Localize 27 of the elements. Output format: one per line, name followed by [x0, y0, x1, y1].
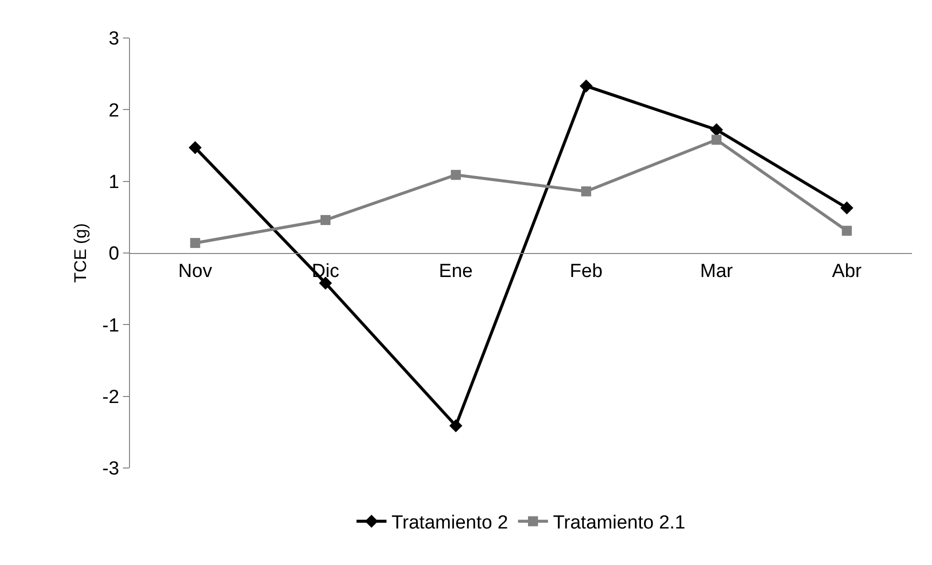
point — [581, 186, 592, 196]
y-tick-label: -3 — [102, 458, 120, 480]
point — [188, 141, 202, 154]
point — [710, 123, 723, 136]
y-tick-label: -2 — [102, 386, 120, 408]
point — [580, 80, 593, 93]
point — [842, 226, 852, 236]
point — [190, 238, 200, 248]
legend-label: Tratamiento 2 — [392, 512, 508, 534]
point — [840, 201, 854, 214]
x-tick-label: Mar — [700, 260, 734, 282]
point — [449, 419, 462, 432]
point — [712, 134, 722, 145]
x-tick-label: Nov — [178, 260, 213, 282]
y-axis-title: TCE (g) — [71, 223, 90, 283]
y-tick-label: -1 — [102, 315, 120, 336]
point — [320, 215, 330, 226]
y-tick-label: 2 — [108, 100, 120, 122]
y-tick-label: 1 — [108, 172, 120, 193]
y-tick-label: 3 — [108, 28, 120, 50]
x-tick-label: Ene — [438, 260, 473, 282]
y-tick-label: 0 — [108, 244, 120, 265]
point — [450, 170, 461, 180]
x-tick-label: Feb — [570, 260, 603, 282]
x-tick-label: Abr — [832, 260, 862, 282]
legend-label: Tratamiento 2.1 — [553, 512, 686, 534]
point — [319, 276, 332, 290]
